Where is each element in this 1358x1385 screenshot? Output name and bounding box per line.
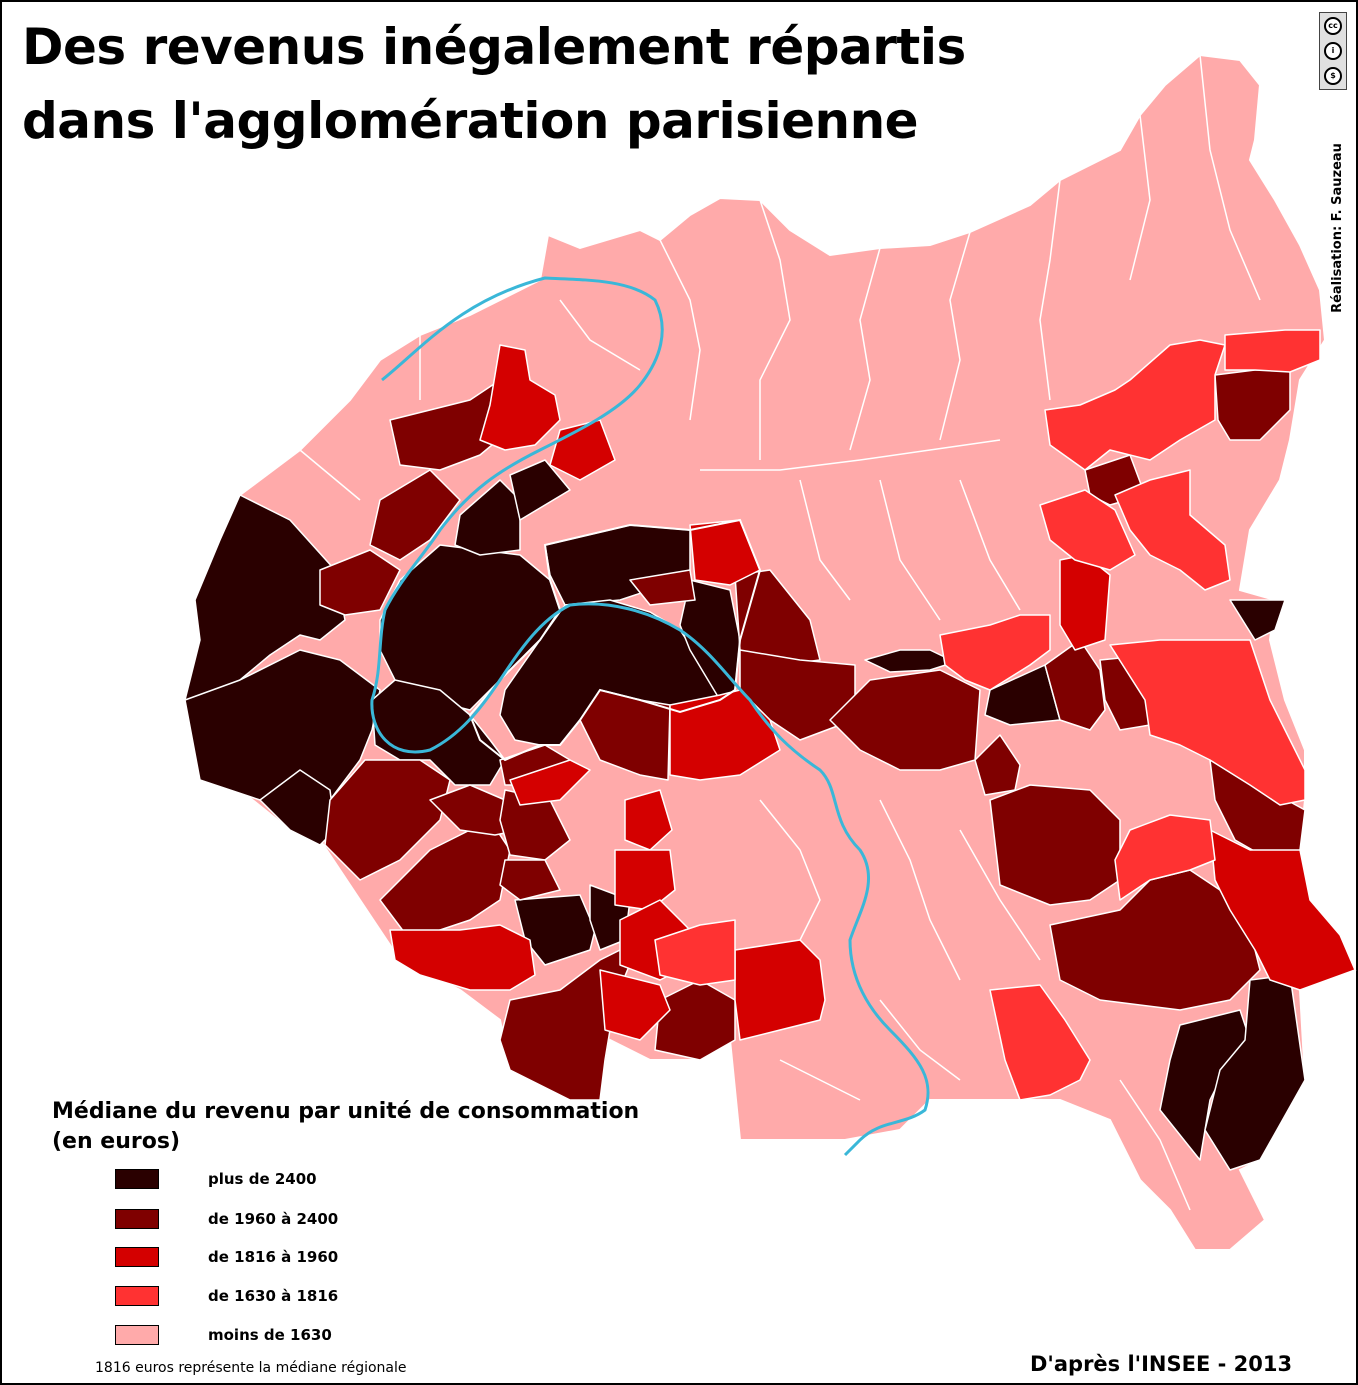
commune-border — [700, 439, 1001, 471]
commune-area — [1039, 489, 1136, 571]
legend-label: plus de 2400 — [208, 1170, 317, 1188]
commune-area — [939, 614, 1051, 691]
commune-border — [849, 247, 881, 451]
commune-border — [879, 479, 941, 621]
legend-swatch — [115, 1286, 159, 1306]
source-credit: D'après l'INSEE - 2013 — [1030, 1352, 1293, 1376]
legend-label: moins de 1630 — [208, 1326, 332, 1344]
legend-title-line-2: (en euros) — [52, 1129, 180, 1154]
commune-border — [759, 799, 821, 941]
commune-area — [989, 984, 1091, 1101]
legend-label: de 1960 à 2400 — [208, 1210, 339, 1228]
commune-border — [879, 999, 961, 1081]
commune-border — [659, 239, 701, 421]
commune-area — [1159, 1009, 1251, 1161]
commune-area — [324, 759, 451, 881]
legend-title: Médiane du revenu par unité de consommat… — [52, 1097, 639, 1157]
commune-area — [1204, 974, 1306, 1171]
commune-area — [1224, 329, 1321, 373]
commune-area — [984, 664, 1061, 726]
commune-area — [1044, 339, 1226, 471]
commune-area — [389, 924, 536, 991]
legend-label: de 1630 à 1816 — [208, 1287, 339, 1305]
legend-label: de 1816 à 1960 — [208, 1248, 339, 1266]
commune-border — [779, 1059, 861, 1101]
commune-border — [959, 829, 1041, 961]
author-credit: Réalisation: F. Sauzeau — [1330, 143, 1345, 313]
cc-license-icon: cc — [1324, 16, 1342, 35]
legend-title-line-1: Médiane du revenu par unité de consommat… — [52, 1099, 640, 1124]
commune-area — [669, 689, 781, 781]
footnote: 1816 euros représente la médiane régiona… — [95, 1360, 407, 1376]
commune-area — [499, 859, 561, 901]
commune-borders — [299, 54, 1261, 1211]
license-badge: cc i $ — [1319, 12, 1347, 90]
legend-swatch — [115, 1325, 159, 1345]
commune-border — [1199, 54, 1261, 301]
by-license-icon: i — [1324, 41, 1342, 60]
commune-area — [371, 679, 506, 786]
title-line-1: Des revenus inégalement répartis — [22, 18, 966, 76]
commune-area — [509, 459, 571, 521]
commune-area — [614, 849, 676, 911]
commune-area — [479, 344, 561, 451]
commune-area — [974, 734, 1021, 796]
commune-area — [1229, 599, 1286, 641]
commune-area — [1114, 814, 1216, 901]
commune-area — [599, 969, 671, 1041]
commune-area — [1109, 639, 1306, 806]
commune-border — [959, 479, 1021, 611]
commune-border — [299, 449, 361, 501]
commune-area — [989, 784, 1121, 906]
title-line-2: dans l'agglomération parisienne — [22, 92, 919, 150]
commune-area — [624, 789, 673, 851]
commune-area — [629, 569, 696, 606]
commune-area — [184, 649, 381, 831]
commune-area — [509, 759, 591, 806]
commune-area — [319, 549, 401, 616]
commune-area — [454, 479, 521, 556]
map-overlays — [370, 276, 930, 1157]
commune-border — [559, 299, 641, 371]
nc-license-icon: $ — [1324, 67, 1342, 86]
commune-border — [799, 479, 851, 601]
legend-swatch — [115, 1247, 159, 1267]
paris-boundary — [468, 518, 762, 762]
commune-border — [939, 231, 971, 441]
commune-area — [654, 919, 736, 986]
seine-river — [370, 276, 930, 1157]
commune-border — [1119, 1079, 1191, 1211]
commune-area — [1209, 829, 1356, 991]
commune-border — [759, 199, 791, 460]
commune-border — [1039, 179, 1061, 401]
legend-swatch — [115, 1209, 159, 1229]
commune-area — [1059, 554, 1111, 651]
commune-border — [1129, 114, 1151, 281]
commune-area — [1114, 469, 1231, 591]
commune-border — [879, 799, 961, 981]
map-districts — [184, 54, 1356, 1211]
commune-area — [369, 469, 461, 561]
commune-area — [734, 939, 826, 1041]
legend-swatch — [115, 1169, 159, 1189]
